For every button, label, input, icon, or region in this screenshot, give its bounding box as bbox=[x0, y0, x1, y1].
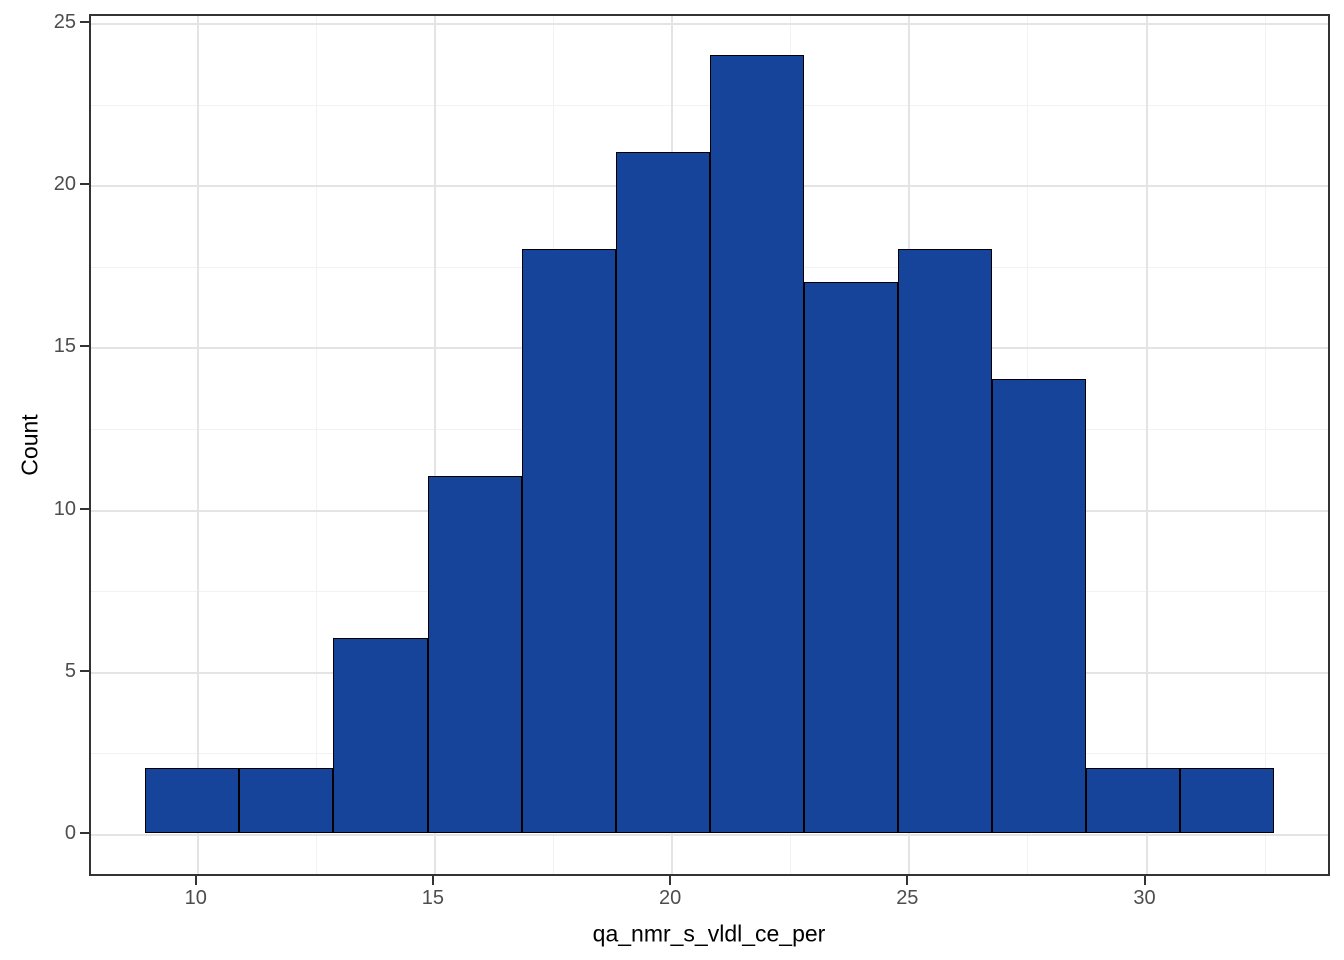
x-axis-tick-label: 30 bbox=[1133, 887, 1156, 909]
histogram-bar bbox=[991, 378, 1086, 833]
x-axis-tick-mark bbox=[906, 876, 909, 885]
gridline-minor-horizontal bbox=[91, 104, 1328, 106]
x-axis-tick-mark bbox=[669, 876, 672, 885]
y-axis-tick-label: 10 bbox=[53, 497, 76, 520]
histogram-bar bbox=[1085, 768, 1180, 833]
y-axis-tick-label: 25 bbox=[53, 11, 76, 34]
y-axis-tick-label: 20 bbox=[53, 173, 76, 196]
y-axis-tick-label: 0 bbox=[64, 821, 76, 844]
x-axis-tick-label: 20 bbox=[659, 887, 682, 909]
gridline-major-horizontal bbox=[91, 833, 1328, 836]
y-axis-tick-mark bbox=[80, 831, 89, 834]
plot-panel bbox=[89, 14, 1330, 876]
gridline-major-vertical bbox=[1145, 16, 1148, 874]
gridline-major-horizontal bbox=[91, 23, 1328, 26]
histogram-bar bbox=[803, 281, 898, 833]
y-axis-tick-label: 15 bbox=[53, 335, 76, 358]
x-axis-tick-label: 25 bbox=[896, 887, 919, 909]
histogram-bar bbox=[521, 249, 616, 833]
y-axis-tick-mark bbox=[80, 345, 89, 348]
x-axis-tick-mark bbox=[194, 876, 197, 885]
histogram-bar bbox=[333, 638, 428, 833]
histogram-bar bbox=[897, 249, 992, 833]
x-axis-tick-label: 10 bbox=[184, 887, 207, 909]
y-axis-tick-mark bbox=[80, 669, 89, 672]
y-axis-tick-mark bbox=[80, 507, 89, 510]
histogram-bar bbox=[1179, 768, 1274, 833]
x-axis-tick-mark bbox=[1143, 876, 1146, 885]
gridline-major-vertical bbox=[196, 16, 199, 874]
histogram-bar bbox=[427, 476, 522, 833]
histogram-bar bbox=[709, 54, 804, 833]
x-axis-title: qa_nmr_s_vldl_ce_per bbox=[592, 920, 826, 947]
y-axis-tick-label: 5 bbox=[64, 659, 76, 682]
x-axis-tick-mark bbox=[431, 876, 434, 885]
gridline-minor-vertical bbox=[315, 16, 317, 874]
y-axis-tick-mark bbox=[80, 183, 89, 186]
y-axis-tick-mark bbox=[80, 21, 89, 24]
y-axis-title: Count bbox=[16, 414, 43, 476]
x-axis-tick-label: 15 bbox=[421, 887, 445, 909]
histogram-bar bbox=[615, 151, 710, 833]
gridline-major-vertical bbox=[433, 16, 436, 874]
gridline-minor-vertical bbox=[1264, 16, 1266, 874]
histogram-bar bbox=[145, 768, 240, 833]
histogram-bar bbox=[239, 768, 334, 833]
